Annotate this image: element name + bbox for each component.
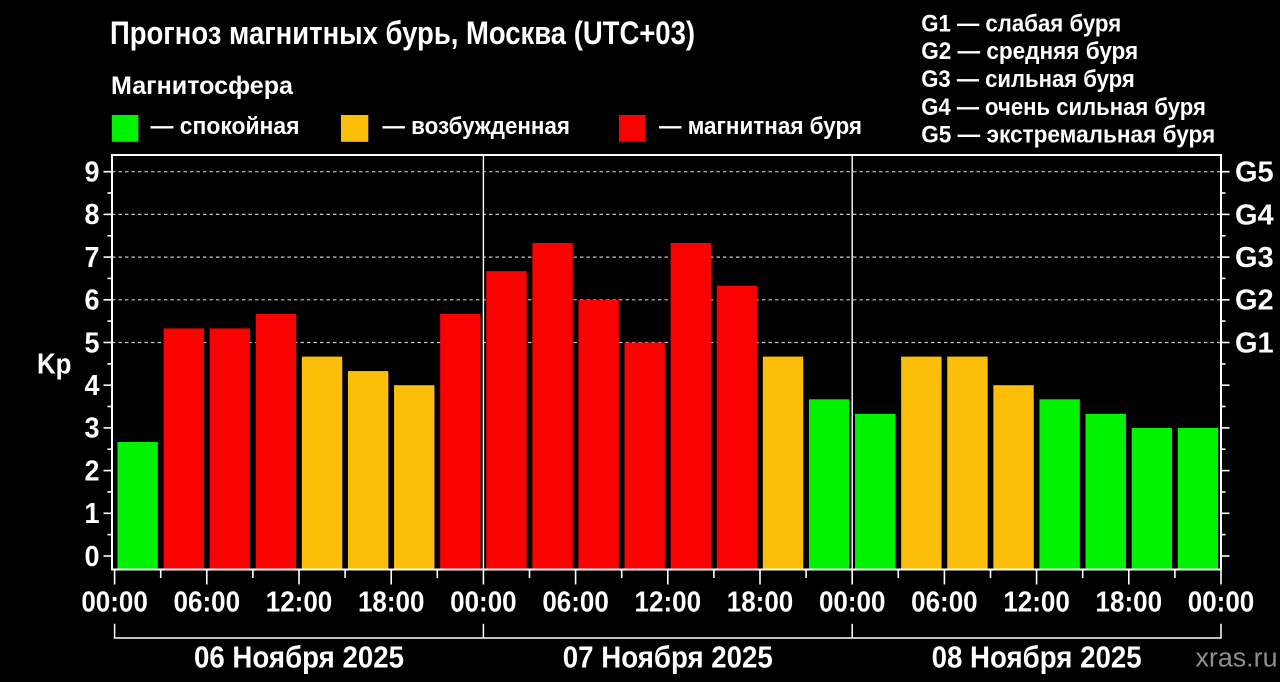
svg-text:xras.ru: xras.ru	[1196, 642, 1278, 672]
svg-text:2: 2	[85, 455, 100, 487]
svg-text:Прогноз магнитных бурь, Москва: Прогноз магнитных бурь, Москва (UTC+03)	[110, 15, 695, 51]
svg-text:12:00: 12:00	[635, 587, 702, 619]
svg-text:12:00: 12:00	[266, 587, 333, 619]
svg-text:Магнитосфера: Магнитосфера	[111, 73, 293, 100]
svg-text:G1 — слабая буря: G1 — слабая буря	[921, 10, 1121, 37]
svg-text:12:00: 12:00	[1003, 587, 1070, 619]
svg-text:9: 9	[85, 157, 100, 189]
svg-text:G4: G4	[1235, 199, 1274, 231]
svg-text:18:00: 18:00	[1096, 587, 1163, 619]
svg-text:G1: G1	[1235, 327, 1274, 359]
svg-text:08 Ноября 2025: 08 Ноября 2025	[932, 641, 1142, 675]
svg-text:00:00: 00:00	[1188, 587, 1255, 619]
svg-text:00:00: 00:00	[450, 587, 517, 619]
svg-text:G3 — сильная буря: G3 — сильная буря	[921, 66, 1135, 93]
svg-text:6: 6	[85, 285, 100, 317]
svg-text:— магнитная буря: — магнитная буря	[659, 113, 862, 140]
svg-text:— спокойная: — спокойная	[151, 113, 300, 140]
svg-text:7: 7	[85, 242, 100, 274]
svg-text:00:00: 00:00	[81, 587, 148, 619]
svg-text:06:00: 06:00	[911, 587, 978, 619]
svg-text:3: 3	[85, 413, 100, 445]
svg-text:— возбужденная: — возбужденная	[383, 113, 571, 140]
svg-text:00:00: 00:00	[819, 587, 886, 619]
svg-text:Kp: Kp	[37, 349, 72, 381]
svg-text:4: 4	[85, 370, 100, 402]
svg-text:G5 — экстремальная буря: G5 — экстремальная буря	[921, 122, 1215, 149]
svg-text:06 Ноября 2025: 06 Ноября 2025	[194, 641, 404, 675]
svg-text:18:00: 18:00	[358, 587, 425, 619]
svg-text:18:00: 18:00	[727, 587, 794, 619]
svg-text:0: 0	[85, 541, 100, 573]
svg-text:06:00: 06:00	[174, 587, 241, 619]
svg-text:G2: G2	[1235, 285, 1274, 317]
svg-text:G5: G5	[1235, 157, 1274, 189]
svg-text:G2 — средняя буря: G2 — средняя буря	[921, 38, 1138, 65]
svg-text:G3: G3	[1235, 242, 1274, 274]
svg-text:5: 5	[85, 327, 100, 359]
svg-text:06:00: 06:00	[542, 587, 609, 619]
svg-text:8: 8	[85, 199, 100, 231]
svg-text:G4 — очень сильная буря: G4 — очень сильная буря	[921, 94, 1206, 121]
svg-text:1: 1	[85, 498, 100, 530]
svg-text:07 Ноября 2025: 07 Ноября 2025	[563, 641, 773, 675]
